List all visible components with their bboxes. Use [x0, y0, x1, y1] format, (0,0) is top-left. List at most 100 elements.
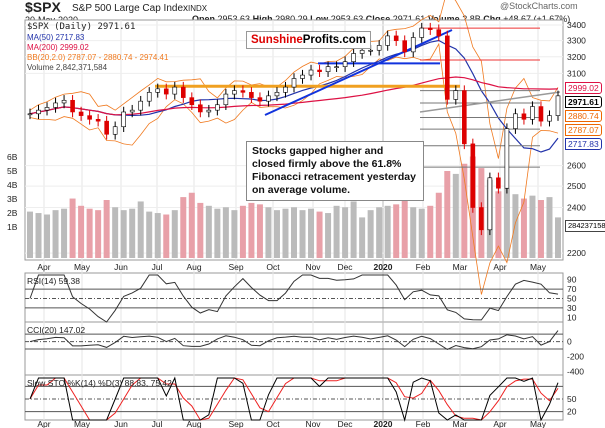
candle-body — [521, 113, 527, 120]
volume-bar — [35, 213, 42, 258]
exchange: INDX — [188, 4, 208, 13]
rsi-title: RSI(14) 59.38 — [27, 276, 80, 286]
y-tick-label: 3200 — [567, 52, 586, 62]
bb-upper — [29, 0, 559, 159]
sto-tick: 20 — [567, 407, 577, 417]
volume-bar — [78, 205, 85, 258]
x-tick-label-bottom: 2020 — [374, 419, 393, 428]
candle-body — [334, 66, 339, 68]
x-tick-label-bottom: Sep — [228, 419, 243, 428]
volume-bar — [495, 191, 502, 258]
x-tick-label-bottom: Mar — [453, 419, 468, 428]
candle-body — [359, 49, 365, 54]
open-label: Open — [192, 14, 216, 24]
x-tick-label-bottom: Apr — [37, 419, 50, 428]
x-tick-label-bottom: Aug — [186, 419, 201, 428]
y-tick-label: 3400 — [567, 20, 586, 30]
sto-k-line — [29, 376, 559, 422]
candle-body — [470, 143, 476, 208]
x-tick-label-bottom: Oct — [266, 419, 280, 428]
volume-bar — [418, 208, 425, 258]
y-tick-label: 2600 — [567, 161, 586, 171]
trend-line — [264, 29, 453, 116]
candle-body — [266, 95, 271, 102]
candle-body — [342, 61, 348, 67]
logo-part1: Sunshine — [251, 34, 303, 46]
candle-body — [436, 29, 442, 37]
volume-tick-label: 5B — [7, 166, 18, 176]
candle-body — [95, 119, 101, 122]
candle-body — [146, 92, 152, 102]
candle-body — [410, 37, 416, 53]
x-tick-label: Nov — [305, 262, 321, 272]
candle-body — [44, 107, 50, 111]
candle-body — [444, 35, 450, 100]
volume-bar — [205, 205, 212, 258]
candle-body — [189, 97, 195, 106]
volume-bar — [452, 173, 459, 258]
candle-body — [61, 99, 67, 104]
volume-bar — [146, 211, 153, 258]
x-tick-label-bottom: Apr — [493, 419, 506, 428]
volume-bar — [282, 208, 289, 258]
x-tick-label-bottom: Jul — [152, 419, 163, 428]
volume-bar — [435, 192, 442, 258]
volume-tick-label: 3B — [7, 194, 18, 204]
volume-bar — [401, 197, 408, 258]
volume-bar — [44, 214, 51, 258]
ma200-line — [29, 76, 559, 116]
label-ma50: 2717.83 — [565, 138, 602, 150]
volume-bar — [520, 198, 527, 258]
y-tick-label: 2200 — [567, 248, 586, 258]
candle-body — [555, 95, 561, 116]
chg-label: Chg — [483, 14, 501, 24]
volume-bar — [95, 210, 102, 258]
volume-label: Volume — [427, 14, 460, 24]
candle-body — [198, 104, 203, 113]
x-tick-label: Dec — [337, 262, 353, 272]
candle-body — [538, 106, 544, 122]
candle-body — [274, 92, 280, 97]
volume-bar — [239, 205, 246, 258]
panel-frame-3 — [24, 374, 564, 421]
volume-bar — [61, 208, 68, 258]
candle-body — [325, 66, 331, 73]
y-tick-label: 2400 — [567, 203, 586, 213]
candle-body — [300, 74, 305, 79]
candle-body — [240, 90, 246, 93]
volume-bar — [265, 207, 272, 258]
volume-bar — [120, 210, 127, 258]
candle-body — [479, 207, 484, 231]
low-label: Low — [310, 14, 329, 24]
volume-bar — [537, 200, 544, 258]
candle-body — [547, 115, 552, 122]
x-tick-label: Jun — [114, 262, 128, 272]
candle-body — [427, 27, 433, 30]
volume-bar — [299, 210, 306, 258]
x-tick-label: May — [530, 262, 547, 272]
x-tick-label: Jul — [152, 262, 163, 272]
rsi-tick: 30 — [567, 303, 577, 313]
panel-frame-1 — [24, 272, 564, 323]
y-tick-label: 3300 — [567, 36, 586, 46]
candle-body — [172, 86, 178, 95]
label-volume: 2842371584 — [565, 220, 605, 232]
x-tick-label: Sep — [228, 262, 243, 272]
volume-bar — [52, 210, 59, 258]
volume-bar — [163, 214, 170, 258]
legend-volume: Volume 2,842,371,584 — [27, 63, 108, 72]
legend-ma200: MA(200) 2999.02 — [27, 43, 89, 52]
close-value: 2971.61 — [392, 14, 426, 24]
volume-bar — [27, 211, 33, 258]
sto-title: Slow STO %K(14) %D(3) 88.83, 75.42 — [27, 378, 172, 388]
x-tick-label: Feb — [416, 262, 431, 272]
volume-bar — [393, 204, 400, 258]
volume-tick-label: 4B — [7, 180, 18, 190]
cci-tick: 0 — [567, 337, 572, 347]
volume-bar — [529, 195, 536, 258]
volume-bar — [197, 202, 204, 258]
rsi-tick: 50 — [567, 294, 577, 304]
cci-tick: -400 — [567, 366, 584, 376]
sto-tick: 50 — [567, 394, 577, 404]
